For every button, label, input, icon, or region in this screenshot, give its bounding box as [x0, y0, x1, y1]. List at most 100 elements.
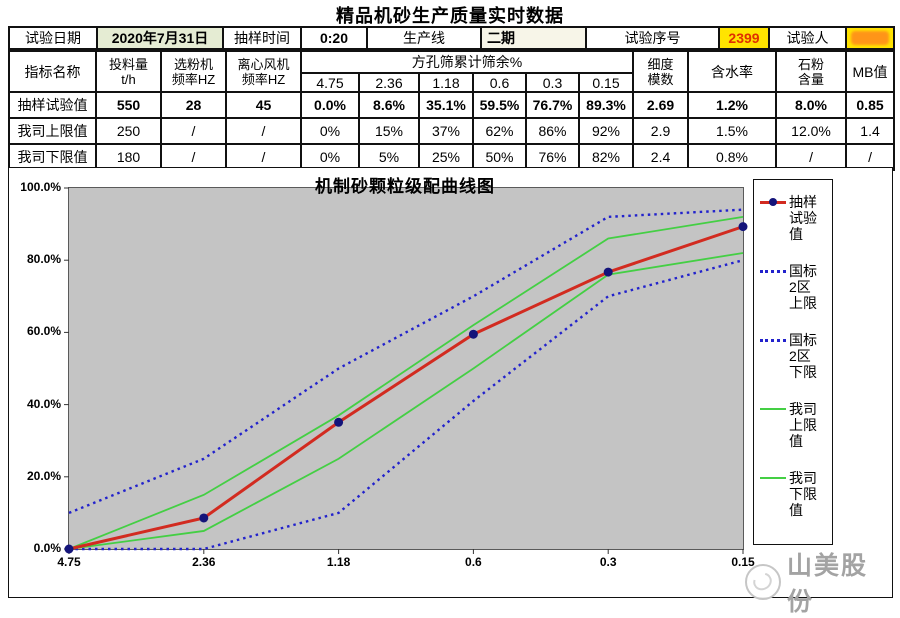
indicator-table: 指标名称 投料量 t/h 选粉机 频率HZ 离心风机 频率HZ 方孔筛累计筛余%…: [8, 50, 896, 171]
watermark: 山美股份: [745, 546, 892, 618]
table-cell[interactable]: 0.0%: [300, 91, 360, 119]
table-cell[interactable]: 1.4: [845, 117, 896, 145]
y-axis-label: 80.0%: [26, 252, 61, 267]
header-classifier-freq: 选粉机 频率HZ: [160, 50, 227, 93]
tester-value[interactable]: [845, 26, 895, 50]
header-feed-rate: 投料量 t/h: [95, 50, 162, 93]
legend-item: 国标2区上限: [760, 263, 832, 332]
header-sieve-size: 1.18: [418, 72, 474, 93]
x-axis-label: 0.3: [599, 555, 617, 569]
watermark-text: 山美股份: [787, 552, 869, 616]
data-point-marker: [468, 329, 478, 339]
table-cell[interactable]: 180: [95, 143, 162, 171]
table-cell[interactable]: 86%: [525, 117, 580, 145]
header-sieve-size: 2.36: [358, 72, 420, 93]
legend-marker-dot-icon: [769, 198, 777, 206]
x-axis-label: 1.18: [326, 555, 351, 569]
chart-series-line: [68, 208, 744, 515]
x-axis-label: 0.6: [465, 555, 482, 569]
table-cell[interactable]: 37%: [418, 117, 474, 145]
header-sieve-size: 0.3: [525, 72, 580, 93]
table-cell[interactable]: 8.6%: [358, 91, 420, 119]
header-moisture: 含水率: [687, 50, 778, 93]
table-cell[interactable]: 15%: [358, 117, 420, 145]
table-cell[interactable]: 45: [225, 91, 302, 119]
y-axis-label: 60.0%: [26, 324, 61, 339]
data-point-marker: [334, 417, 344, 427]
chart-series-line: [69, 259, 744, 551]
table-cell[interactable]: 2.9: [632, 117, 690, 145]
legend-item: 抽样试验值: [760, 194, 832, 263]
table-row: 我司上限值 250//0% 15% 37% 62% 86% 92% 2.9 1.5% 12.0% 1…: [8, 117, 896, 145]
table-cell[interactable]: 25%: [418, 143, 474, 171]
legend-label: 抽样试验值: [789, 194, 817, 242]
legend-item: 我司上限值: [760, 401, 832, 470]
sample-time-value[interactable]: 0:20: [300, 26, 368, 50]
x-axis-label: 2.36: [192, 555, 216, 569]
header-indicator-name: 指标名称: [8, 50, 97, 93]
table-cell[interactable]: 1.5%: [687, 117, 778, 145]
legend-label: 国标2区上限: [789, 263, 817, 311]
table-cell[interactable]: 1.2%: [687, 91, 778, 119]
y-axis-label: 40.0%: [26, 396, 61, 411]
table-cell[interactable]: /: [845, 143, 896, 171]
y-axis-label: 20.0%: [26, 468, 61, 483]
table-cell[interactable]: 35.1%: [418, 91, 474, 119]
x-axis-label: 0.15: [731, 555, 755, 569]
page-title: 精品机砂生产质量实时数据: [336, 6, 564, 26]
table-cell[interactable]: 2.69: [632, 91, 690, 119]
header-sieve-size: 0.6: [472, 72, 527, 93]
table-cell[interactable]: 0%: [300, 117, 360, 145]
y-axis-label: 0.0%: [33, 541, 61, 555]
legend-item: 我司下限值: [760, 470, 832, 539]
table-cell[interactable]: 50%: [472, 143, 527, 171]
table-row: 抽样试验值 550 28 45 0.0% 8.6% 35.1% 59.5% 76.7% 89.3%…: [8, 91, 896, 119]
row-label: 我司下限值: [8, 143, 97, 171]
legend-line-sample-icon: [760, 477, 786, 479]
sample-time-label: 抽样时间: [222, 26, 302, 50]
legend-line-sample-icon: [760, 198, 786, 206]
chart-series-line: [68, 252, 744, 550]
legend-label: 国标2区下限: [789, 332, 817, 380]
table-cell[interactable]: 8.0%: [775, 91, 848, 119]
table-cell[interactable]: 59.5%: [472, 91, 527, 119]
watermark-logo-icon: [745, 564, 781, 600]
header-fan-freq: 离心风机 频率HZ: [225, 50, 302, 93]
y-axis-label: 100.0%: [20, 180, 61, 194]
production-line-label: 生产线: [366, 26, 482, 50]
table-row: 我司下限值 180//0% 5% 25% 50% 76% 82% 2.4 0.8% / /: [8, 143, 896, 171]
legend-label: 我司上限值: [789, 401, 817, 449]
table-cell[interactable]: /: [225, 117, 302, 145]
chart-series-line: [68, 215, 744, 550]
production-line-value[interactable]: 二期: [480, 26, 587, 50]
legend-line-sample-icon: [760, 270, 786, 273]
table-cell[interactable]: 0.85: [845, 91, 896, 119]
header-fineness-modulus: 细度 模数: [632, 50, 690, 93]
gradation-chart: 机制砂颗粒级配曲线图 100.0% 80.0% 60.0% 40.0% 20.0% 0.0…: [8, 167, 893, 616]
table-cell[interactable]: 62%: [472, 117, 527, 145]
redacted-tester-name: [851, 31, 889, 45]
chart-plot-area: [64, 187, 748, 554]
table-cell[interactable]: 76.7%: [525, 91, 580, 119]
header-mb-value: MB值: [845, 50, 896, 93]
table-cell[interactable]: 0%: [300, 143, 360, 171]
table-cell[interactable]: 550: [95, 91, 162, 119]
chart-title: 机制砂颗粒级配曲线图: [315, 177, 495, 196]
chart-canvas: [64, 187, 748, 554]
tester-label: 试验人: [768, 26, 847, 50]
header-stone-powder: 石粉 含量: [775, 50, 848, 93]
test-date-value[interactable]: 2020年7月31日: [96, 26, 224, 50]
table-cell[interactable]: 12.0%: [775, 117, 848, 145]
table-cell[interactable]: 5%: [358, 143, 420, 171]
table-cell[interactable]: 92%: [577, 117, 635, 145]
table-cell[interactable]: /: [160, 117, 227, 145]
test-serial-value[interactable]: 2399: [718, 26, 770, 50]
table-cell[interactable]: 28: [160, 91, 227, 119]
legend-line-sample-icon: [760, 339, 786, 342]
table-cell[interactable]: 250: [95, 117, 162, 145]
table-cell[interactable]: 76%: [525, 143, 580, 171]
test-date-label: 试验日期: [8, 26, 98, 50]
table-cell[interactable]: 89.3%: [577, 91, 635, 119]
chart-series-line: [68, 225, 744, 551]
legend-item: 国标2区下限: [760, 332, 832, 401]
